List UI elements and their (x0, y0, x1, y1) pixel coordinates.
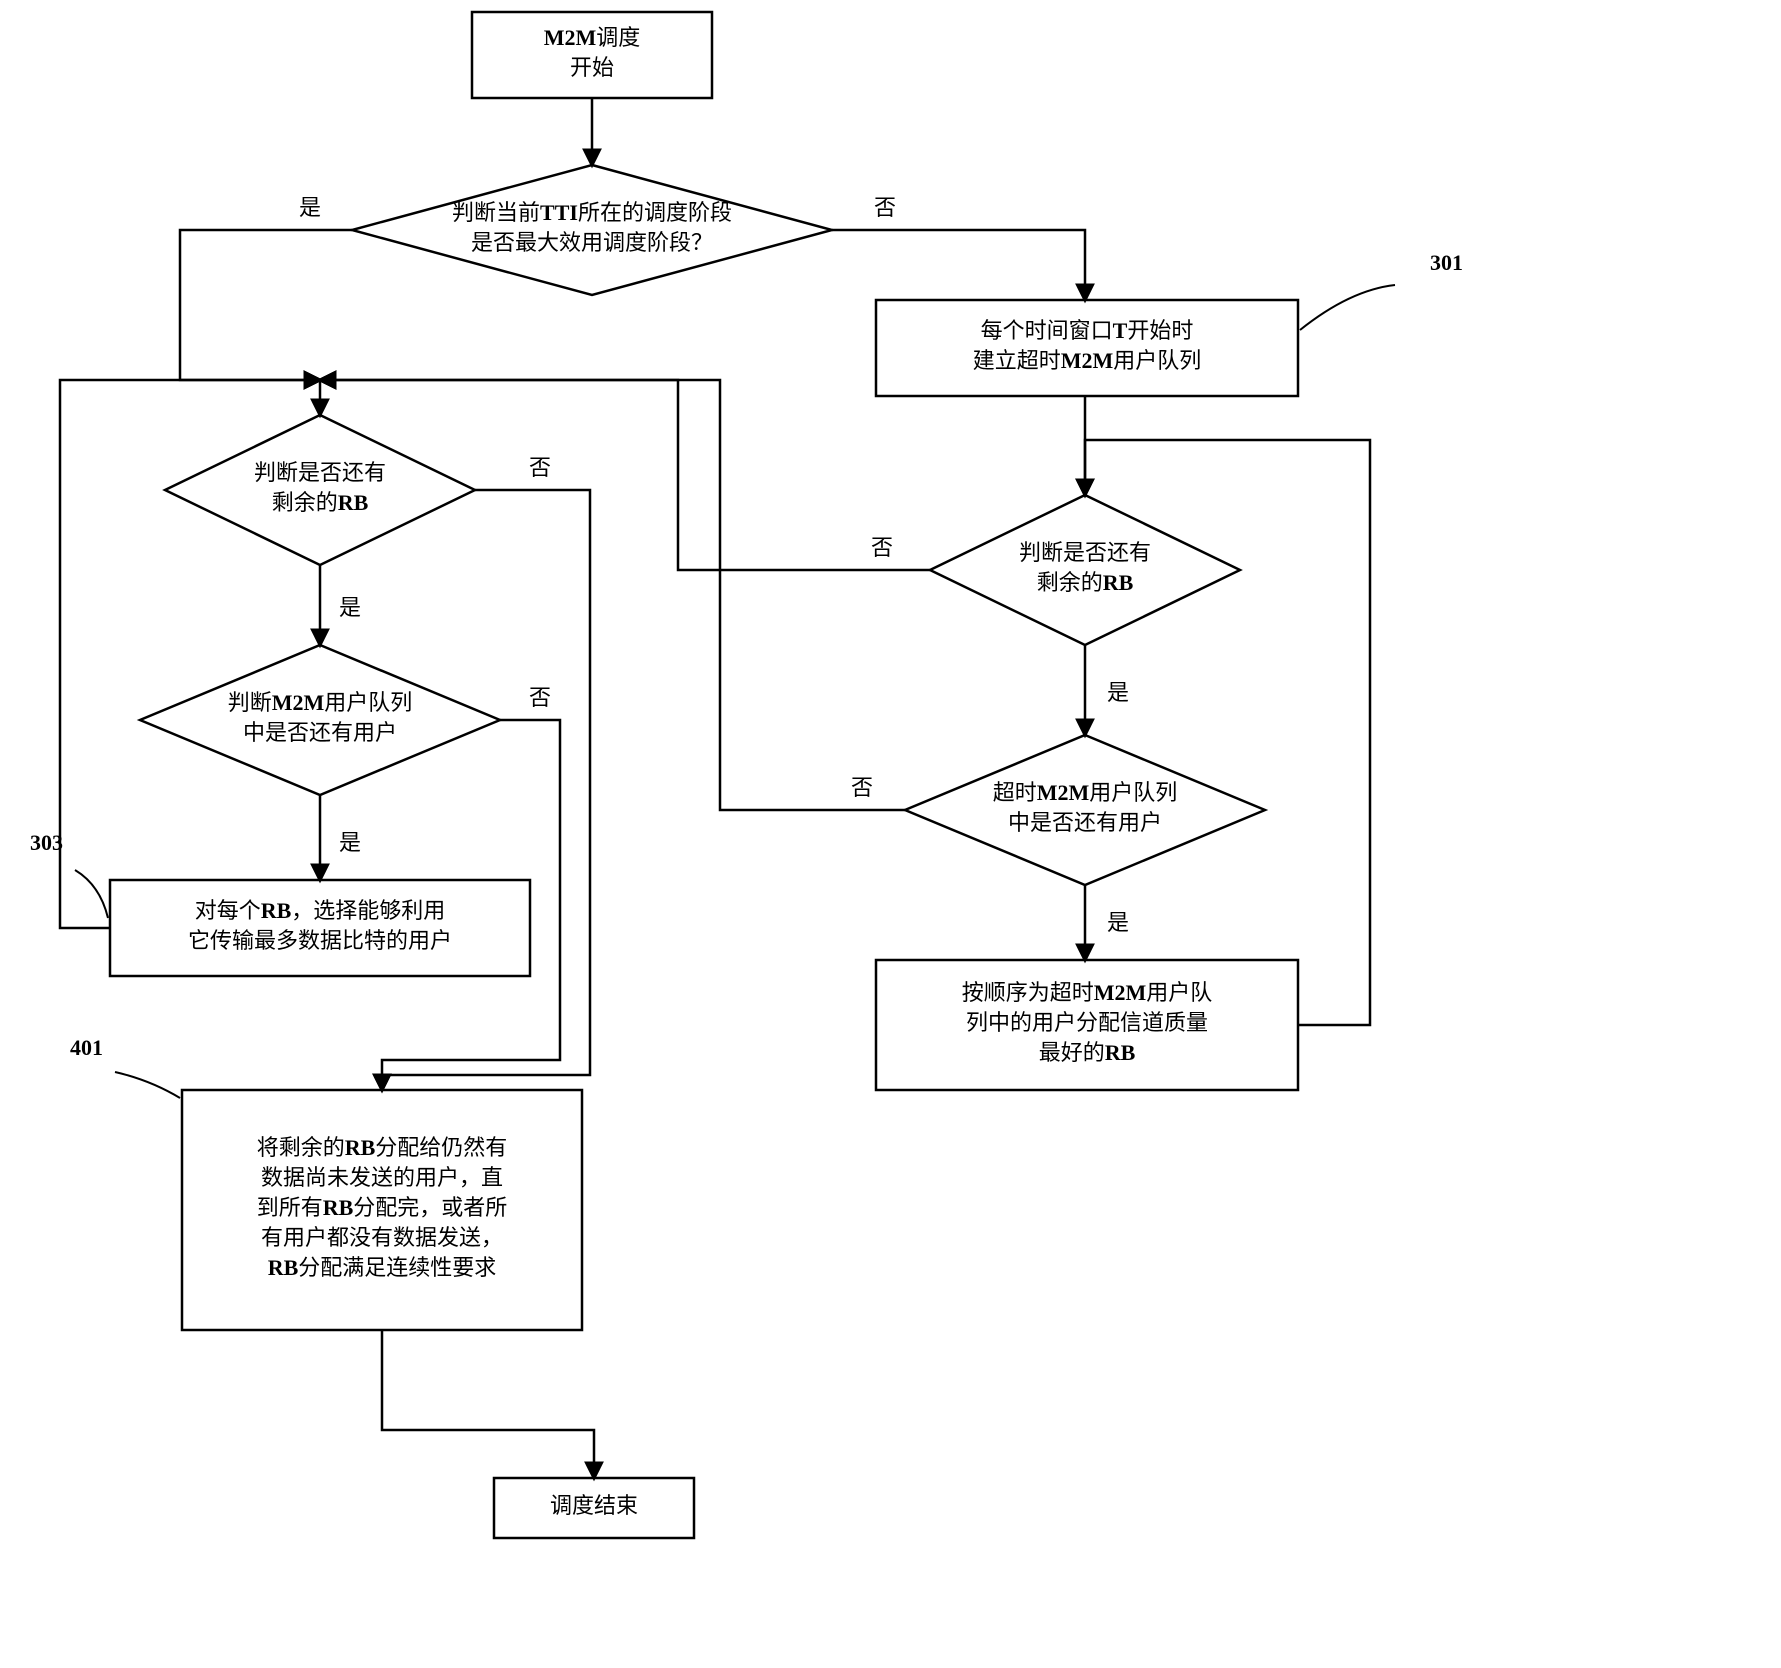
svg-text:每个时间窗口T开始时: 每个时间窗口T开始时 (981, 318, 1194, 343)
svg-text:M2M调度: M2M调度 (544, 25, 641, 50)
svg-text:超时M2M用户队列: 超时M2M用户队列 (993, 780, 1178, 805)
svg-text:中是否还有用户: 中是否还有用户 (1008, 810, 1162, 835)
edge-label-7: 否 (529, 685, 551, 710)
svg-text:有用户都没有数据发送，: 有用户都没有数据发送， (261, 1225, 503, 1250)
svg-text:判断M2M用户队列: 判断M2M用户队列 (228, 690, 413, 715)
edge-10 (320, 380, 930, 570)
edge-label-4: 是 (339, 830, 361, 855)
svg-text:判断是否还有: 判断是否还有 (1019, 540, 1151, 565)
svg-text:建立超时M2M用户队列: 建立超时M2M用户队列 (973, 348, 1202, 373)
edge-14 (1085, 440, 1370, 1025)
svg-text:将剩余的RB分配给仍然有: 将剩余的RB分配给仍然有 (257, 1135, 508, 1160)
edge-12 (320, 380, 905, 810)
svg-text:列中的用户分配信道质量: 列中的用户分配信道质量 (966, 1010, 1208, 1035)
callout-401: 401 (70, 1035, 103, 1060)
svg-text:剩余的RB: 剩余的RB (272, 490, 369, 515)
edge-label-10: 否 (871, 535, 893, 560)
svg-text:数据尚未发送的用户，直: 数据尚未发送的用户，直 (261, 1165, 503, 1190)
callout-303: 303 (30, 830, 63, 855)
svg-text:按顺序为超时M2M用户队: 按顺序为超时M2M用户队 (962, 980, 1213, 1005)
svg-text:剩余的RB: 剩余的RB (1037, 570, 1134, 595)
callout-301: 301 (1430, 250, 1463, 275)
edge-label-11: 是 (1107, 680, 1129, 705)
edge-label-12: 否 (851, 775, 873, 800)
svg-text:判断是否还有: 判断是否还有 (254, 460, 386, 485)
edge-label-13: 是 (1107, 910, 1129, 935)
svg-text:调度结束: 调度结束 (550, 1493, 638, 1518)
svg-text:对每个RB，选择能够利用: 对每个RB，选择能够利用 (195, 898, 446, 923)
svg-text:开始: 开始 (570, 55, 614, 80)
callout-leader-301 (1300, 285, 1395, 330)
svg-text:最好的RB: 最好的RB (1039, 1040, 1136, 1065)
edge-label-2: 否 (874, 195, 896, 220)
edge-label-6: 否 (529, 455, 551, 480)
edge-label-3: 是 (339, 595, 361, 620)
edge-2 (832, 230, 1085, 300)
callout-leader-303 (75, 870, 108, 918)
svg-text:到所有RB分配完，或者所: 到所有RB分配完，或者所 (257, 1195, 508, 1220)
svg-text:RB分配满足连续性要求: RB分配满足连续性要求 (268, 1255, 497, 1280)
callout-leader-401 (115, 1072, 180, 1098)
svg-text:中是否还有用户: 中是否还有用户 (243, 720, 397, 745)
edge-1 (180, 230, 352, 380)
svg-text:判断当前TTI所在的调度阶段: 判断当前TTI所在的调度阶段 (452, 200, 732, 225)
svg-text:是否最大效用调度阶段？: 是否最大效用调度阶段？ (471, 230, 713, 255)
edge-label-1: 是 (299, 195, 321, 220)
svg-text:它传输最多数据比特的用户: 它传输最多数据比特的用户 (188, 928, 452, 953)
edge-8 (382, 1330, 594, 1478)
